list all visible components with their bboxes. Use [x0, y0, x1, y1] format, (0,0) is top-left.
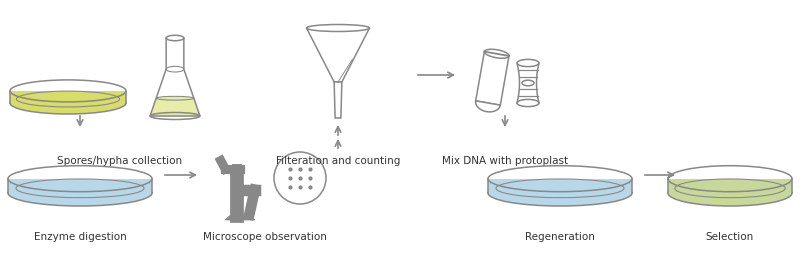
Ellipse shape: [166, 35, 184, 41]
Polygon shape: [306, 28, 370, 82]
Text: Spores/hypha collection: Spores/hypha collection: [58, 156, 182, 166]
Polygon shape: [334, 82, 342, 118]
Ellipse shape: [16, 179, 144, 198]
Text: Microscope observation: Microscope observation: [203, 232, 327, 242]
Text: Mix DNA with protoplast: Mix DNA with protoplast: [442, 156, 568, 166]
Polygon shape: [8, 179, 152, 193]
Text: Filteration and counting: Filteration and counting: [276, 156, 400, 166]
Ellipse shape: [517, 59, 539, 67]
Polygon shape: [668, 179, 792, 193]
Text: Enzyme digestion: Enzyme digestion: [34, 232, 126, 242]
Ellipse shape: [16, 91, 120, 107]
Ellipse shape: [496, 179, 624, 198]
Text: Regeneration: Regeneration: [525, 232, 595, 242]
Ellipse shape: [522, 80, 534, 86]
Ellipse shape: [306, 25, 370, 31]
Text: Selection: Selection: [706, 232, 754, 242]
Ellipse shape: [517, 99, 539, 107]
Ellipse shape: [8, 180, 152, 206]
Polygon shape: [488, 179, 632, 193]
Ellipse shape: [675, 179, 785, 198]
Polygon shape: [225, 216, 255, 220]
Polygon shape: [150, 98, 200, 116]
Polygon shape: [10, 91, 126, 103]
Ellipse shape: [668, 180, 792, 206]
Ellipse shape: [156, 96, 194, 100]
Polygon shape: [476, 101, 500, 112]
Ellipse shape: [10, 92, 126, 114]
Ellipse shape: [488, 180, 632, 206]
Polygon shape: [476, 52, 509, 105]
Ellipse shape: [484, 49, 509, 58]
Circle shape: [274, 152, 326, 204]
